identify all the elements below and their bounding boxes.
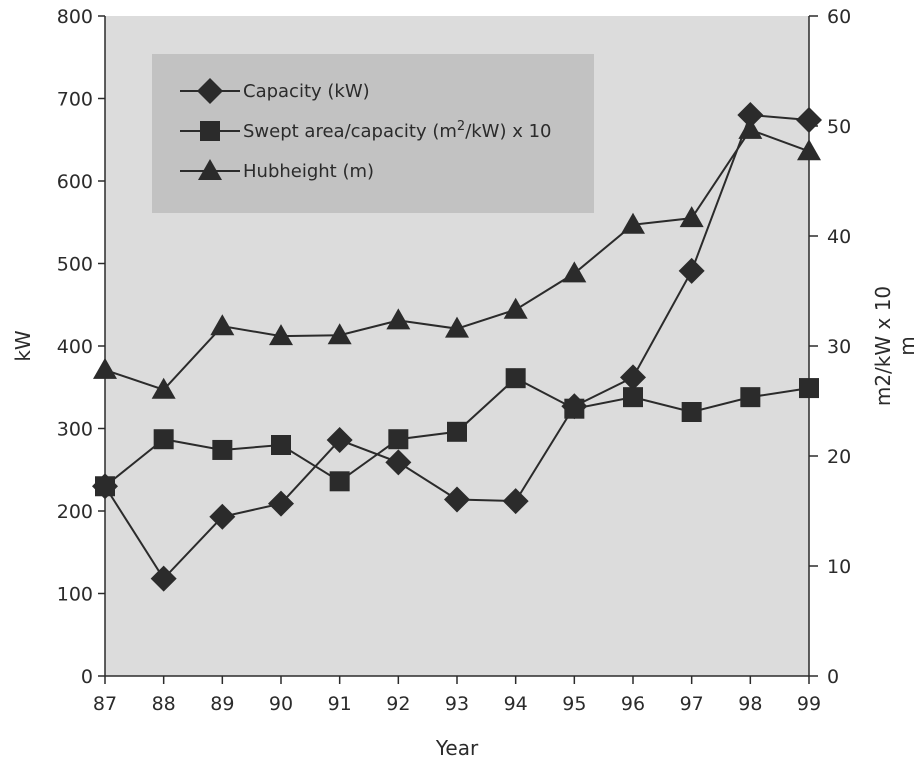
diamond-point bbox=[444, 486, 470, 513]
right-y-axis: 0 10 20 30 40 50 60 bbox=[808, 6, 851, 688]
x-tick-label: 87 bbox=[93, 693, 117, 715]
square-point bbox=[271, 435, 291, 455]
x-tick-label: 98 bbox=[738, 693, 762, 715]
left-y-axis: 0 100 200 300 400 500 600 700 800 bbox=[57, 6, 106, 688]
left-tick-label: 200 bbox=[57, 501, 93, 523]
square-point bbox=[799, 378, 819, 399]
diamond-point bbox=[385, 449, 412, 476]
legend-item-capacity: Capacity (kW) bbox=[180, 78, 370, 104]
triangle-point bbox=[151, 377, 176, 399]
square-point bbox=[388, 429, 409, 450]
series-triangle bbox=[93, 117, 821, 399]
square-point bbox=[681, 402, 702, 422]
legend-label-swept-post: /kW) x 10 bbox=[465, 121, 551, 142]
diamond-point bbox=[796, 106, 822, 133]
triangle-point bbox=[445, 316, 469, 338]
square-point bbox=[329, 471, 350, 492]
left-tick-label: 0 bbox=[81, 666, 93, 688]
right-tick-label: 30 bbox=[827, 336, 851, 358]
diamond-point bbox=[620, 364, 646, 391]
x-axis: 87 88 89 90 91 92 93 94 95 96 97 98 99 bbox=[93, 675, 821, 715]
square-point bbox=[212, 439, 233, 460]
left-tick-label: 600 bbox=[57, 171, 93, 193]
square-point bbox=[153, 429, 174, 450]
legend-square-marker bbox=[200, 121, 220, 141]
triangle-point bbox=[562, 261, 587, 283]
triangle-point bbox=[210, 314, 235, 336]
diamond-point bbox=[502, 488, 529, 515]
right-axis-title: m2/kW x 10 bbox=[871, 286, 895, 406]
x-tick-label: 91 bbox=[328, 693, 352, 715]
legend-label-hubheight: Hubheight (m) bbox=[243, 161, 374, 182]
triangle-point bbox=[503, 297, 528, 319]
diamond-point bbox=[209, 503, 236, 530]
diamond-point bbox=[737, 102, 764, 128]
x-tick-label: 93 bbox=[445, 693, 469, 715]
x-tick-label: 94 bbox=[504, 693, 528, 715]
legend-item-swept-area: Swept area/capacity (m2/kW) x 10 bbox=[180, 119, 552, 142]
x-tick-label: 89 bbox=[210, 693, 234, 715]
x-tick-label: 90 bbox=[269, 693, 293, 715]
right-tick-label: 10 bbox=[827, 556, 851, 578]
legend: Capacity (kW) Swept area/capacity (m2/kW… bbox=[152, 54, 594, 213]
triangle-point bbox=[269, 324, 293, 346]
right-tick-label: 50 bbox=[827, 116, 851, 138]
left-axis-title: kW bbox=[11, 330, 35, 362]
triangle-point bbox=[93, 357, 117, 379]
left-tick-label: 500 bbox=[57, 254, 93, 276]
x-tick-label: 99 bbox=[797, 693, 821, 715]
x-tick-label: 96 bbox=[621, 693, 645, 715]
triangle-point bbox=[386, 308, 411, 330]
left-tick-label: 100 bbox=[57, 584, 93, 606]
x-tick-label: 92 bbox=[386, 693, 410, 715]
x-tick-label: 97 bbox=[680, 693, 704, 715]
legend-triangle-marker bbox=[198, 159, 222, 180]
legend-label-swept-sup: 2 bbox=[457, 119, 465, 134]
triangle-point bbox=[679, 206, 704, 228]
legend-box bbox=[152, 54, 594, 213]
right-tick-label: 20 bbox=[827, 446, 851, 468]
square-point bbox=[505, 368, 526, 389]
square-point bbox=[447, 421, 467, 442]
left-tick-label: 700 bbox=[57, 89, 93, 111]
series-square bbox=[95, 368, 819, 497]
left-tick-label: 300 bbox=[57, 419, 93, 441]
legend-label-swept-pre: Swept area/capacity (m bbox=[243, 121, 457, 142]
left-tick-label: 400 bbox=[57, 336, 93, 358]
triangle-point bbox=[621, 212, 645, 234]
triangle-point bbox=[327, 323, 352, 345]
series-layer bbox=[92, 102, 822, 592]
square-point bbox=[95, 476, 115, 497]
square-point bbox=[564, 398, 585, 419]
diamond-point bbox=[326, 427, 353, 454]
right-tick-label: 0 bbox=[827, 666, 839, 688]
x-tick-label: 88 bbox=[152, 693, 176, 715]
diamond-point bbox=[268, 490, 294, 517]
legend-diamond-marker bbox=[197, 78, 223, 104]
right-axis-title-unit: m bbox=[895, 336, 919, 355]
right-tick-label: 40 bbox=[827, 226, 851, 248]
legend-label-swept-area: Swept area/capacity (m2/kW) x 10 bbox=[243, 119, 552, 142]
diamond-point bbox=[678, 257, 705, 284]
left-tick-label: 800 bbox=[57, 6, 93, 28]
x-tick-label: 95 bbox=[562, 693, 586, 715]
triangle-point bbox=[797, 139, 821, 161]
square-point bbox=[740, 387, 761, 408]
legend-label-capacity: Capacity (kW) bbox=[243, 81, 370, 102]
right-tick-label: 60 bbox=[827, 6, 851, 28]
square-point bbox=[623, 387, 643, 408]
triangle-point bbox=[738, 117, 763, 139]
diamond-point bbox=[150, 565, 177, 592]
legend-item-hubheight: Hubheight (m) bbox=[180, 159, 374, 182]
x-axis-title: Year bbox=[435, 736, 479, 760]
